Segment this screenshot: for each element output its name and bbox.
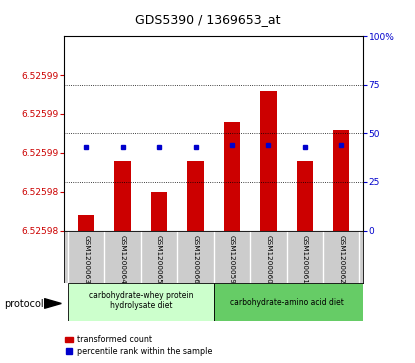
Text: GSM1200060: GSM1200060 xyxy=(265,235,271,284)
Text: carbohydrate-amino acid diet: carbohydrate-amino acid diet xyxy=(229,298,344,307)
Text: GSM1200065: GSM1200065 xyxy=(156,235,162,284)
Text: GSM1200059: GSM1200059 xyxy=(229,235,235,284)
Legend: transformed count, percentile rank within the sample: transformed count, percentile rank withi… xyxy=(62,332,215,359)
Bar xyxy=(214,283,363,321)
Text: GSM1200064: GSM1200064 xyxy=(120,235,126,284)
Bar xyxy=(260,91,276,231)
Text: carbohydrate-whey protein
hydrolysate diet: carbohydrate-whey protein hydrolysate di… xyxy=(88,291,193,310)
Text: GSM1200066: GSM1200066 xyxy=(193,235,198,284)
Text: GSM1200062: GSM1200062 xyxy=(338,235,344,284)
Text: GSM1200061: GSM1200061 xyxy=(302,235,308,284)
Bar xyxy=(78,215,94,231)
Text: GSM1200063: GSM1200063 xyxy=(83,235,89,284)
Polygon shape xyxy=(44,299,61,308)
Text: protocol: protocol xyxy=(4,299,44,309)
Bar xyxy=(115,160,131,231)
Bar xyxy=(224,122,240,231)
Bar xyxy=(151,192,167,231)
Bar xyxy=(187,160,204,231)
Bar xyxy=(68,283,214,321)
Bar xyxy=(297,160,313,231)
Text: GDS5390 / 1369653_at: GDS5390 / 1369653_at xyxy=(135,13,280,26)
Bar xyxy=(333,130,349,231)
